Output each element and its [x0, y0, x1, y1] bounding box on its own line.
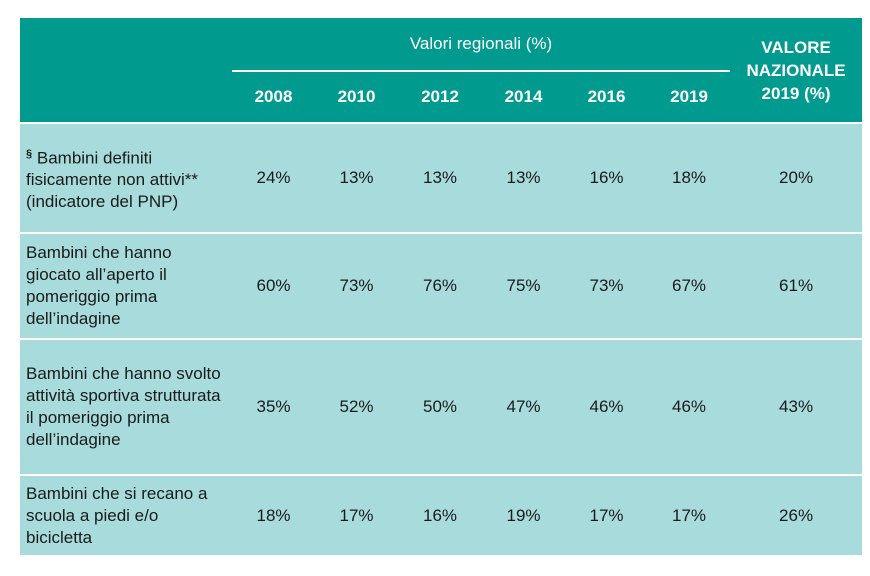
row-label-text: Bambini che hanno svolto attività sporti…: [26, 364, 221, 449]
row-label: Bambini che hanno giocato all’aperto il …: [20, 232, 232, 339]
row-label-text: Bambini che hanno giocato all’aperto il …: [26, 243, 172, 328]
value-cell: 50%: [398, 338, 482, 475]
corner-cell: [20, 18, 232, 123]
value-cell: 60%: [232, 232, 315, 339]
national-cell: 26%: [730, 474, 863, 555]
value-cell: 19%: [482, 474, 565, 555]
value-cell: 76%: [398, 232, 482, 339]
value-cell: 16%: [398, 474, 482, 555]
year-header: 2014: [482, 71, 565, 123]
value-cell: 16%: [565, 122, 648, 233]
value-cell: 13%: [482, 122, 565, 233]
national-cell: 20%: [730, 122, 863, 233]
value-cell: 73%: [315, 232, 398, 339]
row-label: § Bambini definiti fisicamente non attiv…: [20, 122, 232, 233]
year-header: 2016: [565, 71, 648, 123]
value-cell: 18%: [648, 122, 731, 233]
table-row: Bambini che hanno giocato all’aperto il …: [20, 232, 863, 339]
value-cell: 13%: [398, 122, 482, 233]
year-header: 2012: [398, 71, 482, 123]
value-cell: 18%: [232, 474, 315, 555]
table-row: Bambini che hanno svolto attività sporti…: [20, 338, 863, 475]
value-cell: 24%: [232, 122, 315, 233]
data-table: Valori regionali (%) VALORE NAZIONALE 20…: [20, 18, 863, 555]
value-cell: 47%: [482, 338, 565, 475]
value-cell: 17%: [315, 474, 398, 555]
value-cell: 73%: [565, 232, 648, 339]
value-cell: 46%: [565, 338, 648, 475]
value-cell: 35%: [232, 338, 315, 475]
table-row: § Bambini definiti fisicamente non attiv…: [20, 122, 863, 233]
value-cell: 13%: [315, 122, 398, 233]
value-cell: 75%: [482, 232, 565, 339]
national-cell: 43%: [730, 338, 863, 475]
row-label: Bambini che hanno svolto attività sporti…: [20, 338, 232, 475]
value-cell: 46%: [648, 338, 731, 475]
value-cell: 17%: [648, 474, 731, 555]
value-cell: 52%: [315, 338, 398, 475]
row-label-text: Bambini definiti fisicamente non attivi*…: [26, 148, 198, 212]
year-header: 2010: [315, 71, 398, 123]
note-mark: §: [26, 147, 33, 160]
national-cell: 61%: [730, 232, 863, 339]
year-header: 2008: [232, 71, 315, 123]
value-cell: 67%: [648, 232, 731, 339]
value-cell: 17%: [565, 474, 648, 555]
national-title: VALORE NAZIONALE 2019 (%): [730, 18, 863, 123]
group-title: Valori regionali (%): [232, 18, 731, 72]
table-row: Bambini che si recano a scuola a piedi e…: [20, 474, 863, 555]
row-label: Bambini che si recano a scuola a piedi e…: [20, 474, 232, 555]
year-header: 2019: [648, 71, 731, 123]
row-label-text: Bambini che si recano a scuola a piedi e…: [26, 483, 208, 547]
